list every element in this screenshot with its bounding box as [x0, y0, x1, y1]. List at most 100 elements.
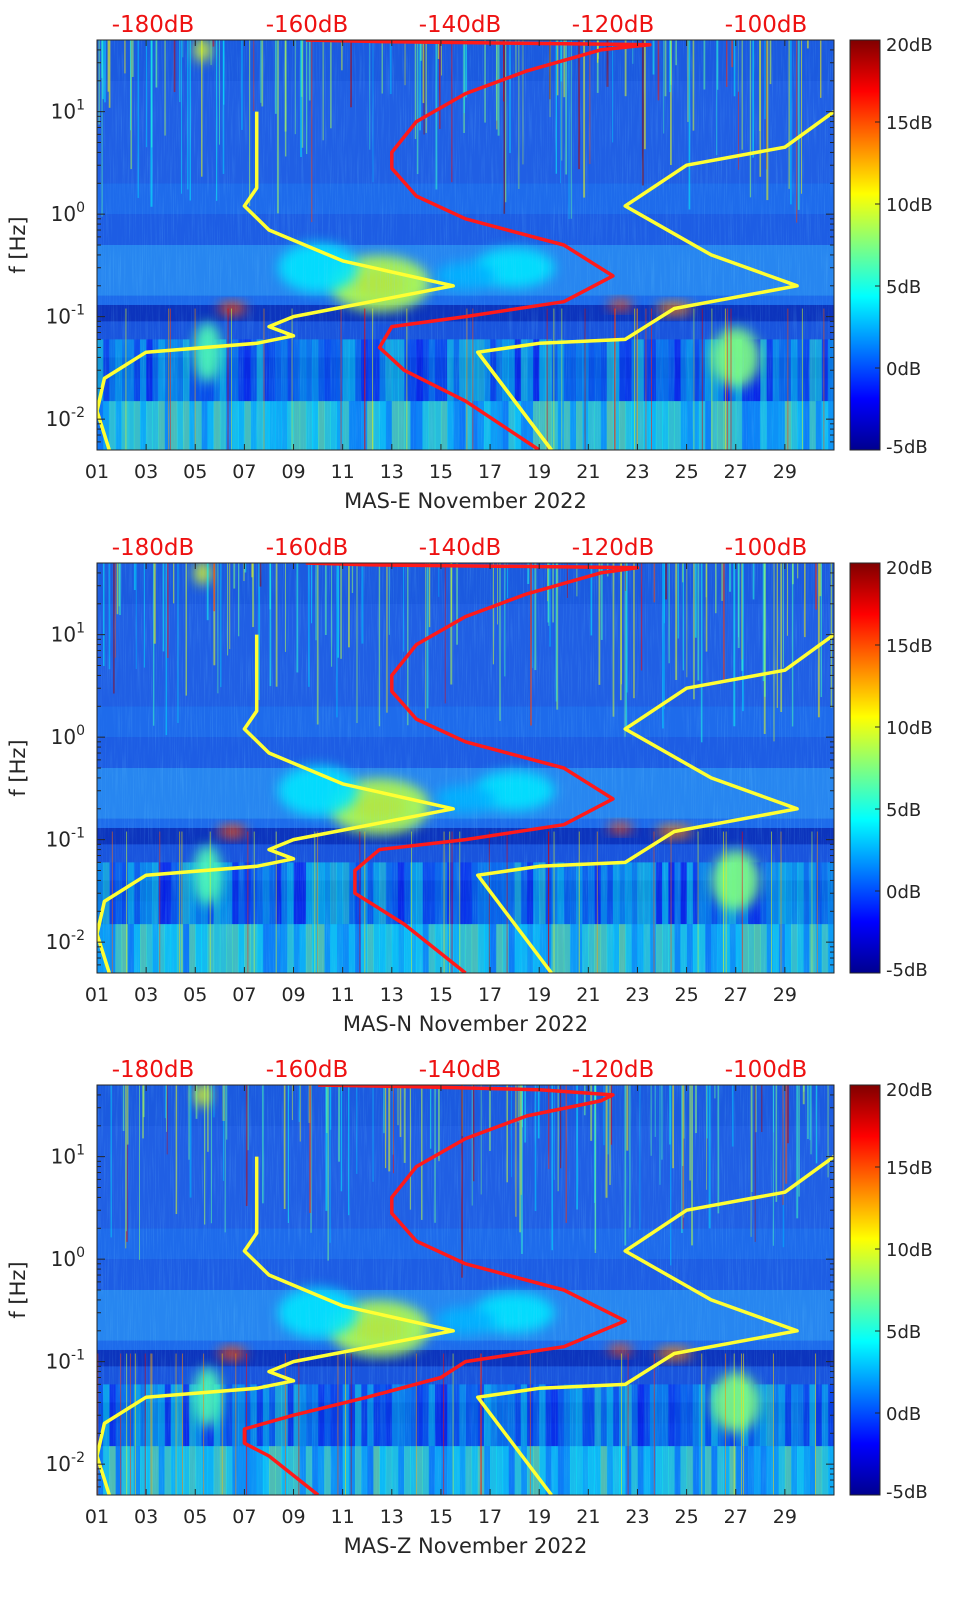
- colorbar-tick-label: 15dB: [886, 636, 933, 657]
- colorbar-tick-label: 15dB: [886, 113, 933, 134]
- yellow-noise-model-curve-1: [476, 633, 834, 973]
- x-tick-label: 07: [232, 1506, 256, 1528]
- x-tick-label: 17: [478, 461, 502, 483]
- y-axis-label: f [Hz]: [6, 216, 30, 273]
- colorbar-tick-label: 15dB: [886, 1158, 933, 1179]
- x-tick-label: 13: [380, 984, 404, 1006]
- colorbar-tick-label: 10dB: [886, 195, 933, 216]
- x-tick-label: 27: [724, 984, 748, 1006]
- top-db-label: -180dB: [112, 1057, 195, 1083]
- x-tick-label: 03: [134, 984, 158, 1006]
- top-db-label: -160dB: [266, 12, 349, 38]
- x-tick-label: 25: [675, 461, 699, 483]
- x-tick-label: 11: [331, 984, 355, 1006]
- colorbar-tick-label: 5dB: [886, 800, 921, 821]
- x-tick-label: 29: [773, 984, 797, 1006]
- x-tick-label: 21: [576, 461, 600, 483]
- y-tick-exponent: -2: [71, 405, 85, 421]
- x-tick-label: 27: [724, 461, 748, 483]
- y-tick-label: 10-1: [46, 826, 85, 852]
- colorbar-tick-label: 5dB: [886, 1322, 921, 1343]
- x-tick-label: 21: [576, 1506, 600, 1528]
- y-tick-exponent: -2: [71, 1450, 85, 1466]
- spectrogram-plot-area: [97, 563, 834, 973]
- colorbar-tick-label: -5dB: [886, 437, 928, 458]
- x-axis-label: MAS-N November 2022: [343, 1012, 588, 1036]
- y-tick-exponent: -1: [71, 303, 85, 319]
- x-tick-label: 29: [773, 1506, 797, 1528]
- x-tick-label: 25: [675, 984, 699, 1006]
- yellow-noise-model-curve-0: [97, 111, 455, 450]
- y-tick-label: 10-1: [46, 303, 85, 329]
- y-tick-label: 101: [51, 1143, 85, 1169]
- colorbar-tick-label: 0dB: [886, 882, 921, 903]
- x-tick-label: 05: [183, 984, 207, 1006]
- y-tick-exponent: 0: [76, 723, 85, 739]
- x-tick-label: 09: [281, 461, 305, 483]
- y-tick-exponent: 0: [76, 1245, 85, 1261]
- x-tick-label: 17: [478, 984, 502, 1006]
- x-tick-label: 19: [527, 1506, 551, 1528]
- top-db-label: -120dB: [572, 1057, 655, 1083]
- colorbar-tick-label: 20dB: [886, 558, 933, 579]
- top-db-label: -180dB: [112, 535, 195, 561]
- x-tick-label: 19: [527, 984, 551, 1006]
- y-tick-label: 10-2: [46, 928, 85, 954]
- spectrogram-plot-area: [97, 1085, 834, 1495]
- x-tick-label: 05: [183, 461, 207, 483]
- x-tick-label: 09: [281, 1506, 305, 1528]
- red-psd-curve-2: [305, 40, 652, 450]
- top-db-label: -180dB: [112, 12, 195, 38]
- y-tick-label: 10-2: [46, 405, 85, 431]
- x-tick-label: 15: [429, 1506, 453, 1528]
- spectrogram-plot-area: [97, 40, 834, 450]
- y-tick-label: 10-2: [46, 1450, 85, 1476]
- spectrogram-panel-3: 01 03 05 07 09 11 13 15 17 19 21 23 25 27 2910-210-110…: [6, 1057, 933, 1558]
- x-tick-label: 09: [281, 984, 305, 1006]
- y-tick-exponent: -2: [71, 928, 85, 944]
- colorbar-tick-label: 20dB: [886, 1080, 933, 1101]
- colorbar-tick-label: 0dB: [886, 1404, 921, 1425]
- x-axis-label: MAS-E November 2022: [344, 489, 587, 513]
- colorbar-tick-label: 5dB: [886, 277, 921, 298]
- x-tick-label: 07: [232, 461, 256, 483]
- x-tick-label: 23: [625, 1506, 649, 1528]
- top-db-label: -140dB: [419, 535, 502, 561]
- red-psd-curve-2: [242, 1085, 627, 1495]
- x-tick-label: 11: [331, 461, 355, 483]
- x-tick-label: 23: [625, 461, 649, 483]
- top-db-label: -100dB: [725, 12, 808, 38]
- x-tick-label: 17: [478, 1506, 502, 1528]
- x-tick-label: 27: [724, 1506, 748, 1528]
- y-tick-label: 100: [51, 200, 85, 226]
- x-tick-label: 11: [331, 1506, 355, 1528]
- x-tick-label: 15: [429, 461, 453, 483]
- x-tick-label: 15: [429, 984, 453, 1006]
- x-tick-label: 01: [85, 461, 109, 483]
- top-db-label: -100dB: [725, 1057, 808, 1083]
- yellow-noise-model-curve-3: [476, 351, 553, 450]
- colorbar-tick-label: 0dB: [886, 359, 921, 380]
- colorbar: [849, 1084, 881, 1496]
- colorbar: [849, 39, 881, 451]
- x-tick-label: 01: [85, 1506, 109, 1528]
- red-psd-curve-2: [305, 563, 640, 973]
- y-tick-exponent: -1: [71, 826, 85, 842]
- x-tick-label: 07: [232, 984, 256, 1006]
- y-tick-label: 101: [51, 98, 85, 124]
- y-tick-exponent: 1: [76, 621, 85, 637]
- y-tick-label: 101: [51, 621, 85, 647]
- colorbar-tick-label: 20dB: [886, 35, 933, 56]
- yellow-noise-model-curve-1: [476, 1155, 834, 1495]
- y-tick-exponent: 0: [76, 200, 85, 216]
- x-tick-label: 03: [134, 1506, 158, 1528]
- x-tick-label: 05: [183, 1506, 207, 1528]
- x-tick-label: 13: [380, 461, 404, 483]
- yellow-noise-model-curve-1: [476, 110, 834, 450]
- colorbar-tick-label: 10dB: [886, 1240, 933, 1261]
- x-tick-label: 25: [675, 1506, 699, 1528]
- top-db-label: -100dB: [725, 535, 808, 561]
- y-tick-label: 100: [51, 723, 85, 749]
- y-tick-exponent: 1: [76, 1143, 85, 1159]
